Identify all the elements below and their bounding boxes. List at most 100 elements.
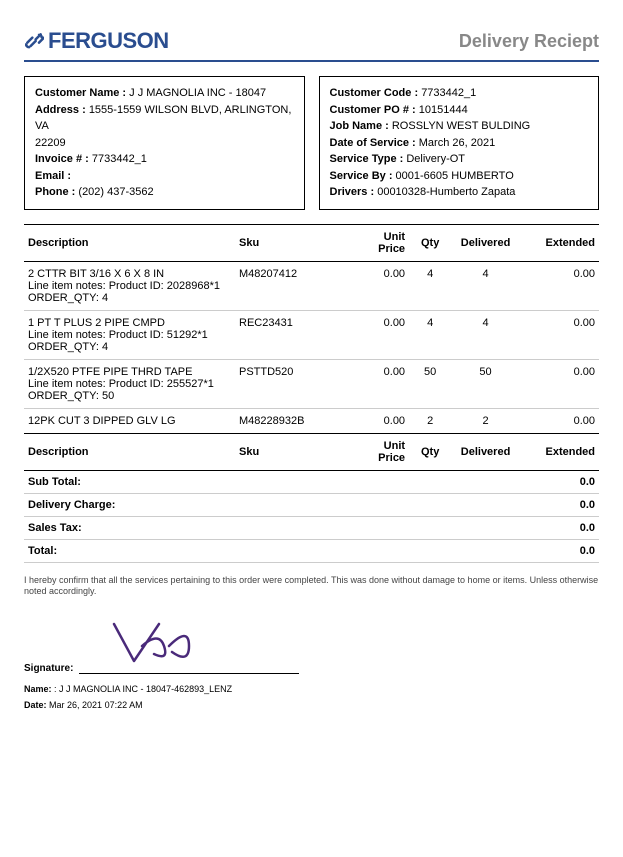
cell-sku: M48207412 bbox=[235, 261, 351, 310]
confirm-text: I hereby confirm that all the services p… bbox=[24, 575, 599, 598]
page-title: Delivery Reciept bbox=[459, 31, 599, 52]
item-desc: 1 PT T PLUS 2 PIPE CMPD bbox=[28, 317, 231, 329]
header-divider bbox=[24, 60, 599, 62]
cell-unit-price: 0.00 bbox=[351, 408, 409, 433]
cust-name: J J MAGNOLIA INC - 18047 bbox=[129, 87, 266, 99]
drivers-value: 00010328-Humberto Zapata bbox=[377, 186, 515, 198]
phone-label: Phone : bbox=[35, 186, 75, 198]
th-extended: Extended bbox=[520, 224, 599, 261]
cell-desc: 12PK CUT 3 DIPPED GLV LG bbox=[24, 408, 235, 433]
item-desc: 2 CTTR BIT 3/16 X 6 X 8 IN bbox=[28, 268, 231, 280]
cell-extended: 0.00 bbox=[520, 408, 599, 433]
tax-value: 0.0 bbox=[520, 516, 599, 539]
item-desc: 12PK CUT 3 DIPPED GLV LG bbox=[28, 415, 231, 427]
th2-unit-price: Unit Price bbox=[351, 433, 409, 470]
cell-unit-price: 0.00 bbox=[351, 261, 409, 310]
cell-qty: 4 bbox=[409, 261, 451, 310]
customer-info-box: Customer Name : J J MAGNOLIA INC - 18047… bbox=[24, 76, 305, 210]
invoice-label: Invoice # : bbox=[35, 153, 89, 165]
cell-desc: 1/2X520 PTFE PIPE THRD TAPELine item not… bbox=[24, 359, 235, 408]
email-label: Email : bbox=[35, 170, 71, 182]
items-header-row: Description Sku Unit Price Qty Delivered… bbox=[24, 224, 599, 261]
cell-qty: 2 bbox=[409, 408, 451, 433]
cell-extended: 0.00 bbox=[520, 359, 599, 408]
sig-date-label: Date: bbox=[24, 700, 47, 710]
subtotal-label: Sub Total: bbox=[24, 470, 520, 493]
total-value: 0.0 bbox=[520, 539, 599, 562]
tax-label: Sales Tax: bbox=[24, 516, 520, 539]
th-qty: Qty bbox=[409, 224, 451, 261]
item-note: Line item notes: Product ID: 51292*1 ORD… bbox=[28, 329, 231, 353]
signature-line bbox=[79, 673, 299, 674]
cell-delivered: 4 bbox=[451, 261, 520, 310]
code-label: Customer Code : bbox=[330, 87, 419, 99]
totals-table: Description Sku Unit Price Qty Delivered… bbox=[24, 433, 599, 563]
cell-extended: 0.00 bbox=[520, 261, 599, 310]
brand-name: FERGUSON bbox=[48, 28, 169, 54]
signature-label: Signature: bbox=[24, 663, 73, 674]
cell-sku: PSTTD520 bbox=[235, 359, 351, 408]
total-row: Total: 0.0 bbox=[24, 539, 599, 562]
table-row: 2 CTTR BIT 3/16 X 6 X 8 INLine item note… bbox=[24, 261, 599, 310]
cell-unit-price: 0.00 bbox=[351, 359, 409, 408]
svc-by-value: 0001-6605 HUMBERTO bbox=[396, 170, 514, 182]
code-value: 7733442_1 bbox=[421, 87, 476, 99]
svc-type-value: Delivery-OT bbox=[406, 153, 465, 165]
sig-name-label: Name: bbox=[24, 684, 52, 694]
phone-value: (202) 437-3562 bbox=[78, 186, 153, 198]
cell-delivered: 2 bbox=[451, 408, 520, 433]
totals-header-row: Description Sku Unit Price Qty Delivered… bbox=[24, 433, 599, 470]
cust-name-label: Customer Name : bbox=[35, 87, 126, 99]
delivery-value: 0.0 bbox=[520, 493, 599, 516]
th-desc: Description bbox=[24, 224, 235, 261]
items-table: Description Sku Unit Price Qty Delivered… bbox=[24, 224, 599, 433]
item-note: Line item notes: Product ID: 2028968*1 O… bbox=[28, 280, 231, 304]
th-delivered: Delivered bbox=[451, 224, 520, 261]
cell-delivered: 50 bbox=[451, 359, 520, 408]
cell-extended: 0.00 bbox=[520, 310, 599, 359]
th-sku: Sku bbox=[235, 224, 351, 261]
th-unit-price: Unit Price bbox=[351, 224, 409, 261]
th2-sku: Sku bbox=[235, 433, 351, 470]
subtotal-row: Sub Total: 0.0 bbox=[24, 470, 599, 493]
tax-row: Sales Tax: 0.0 bbox=[24, 516, 599, 539]
th2-delivered: Delivered bbox=[451, 433, 520, 470]
delivery-label: Delivery Charge: bbox=[24, 493, 520, 516]
svc-by-label: Service By : bbox=[330, 170, 393, 182]
cell-delivered: 4 bbox=[451, 310, 520, 359]
table-row: 1/2X520 PTFE PIPE THRD TAPELine item not… bbox=[24, 359, 599, 408]
drivers-label: Drivers : bbox=[330, 186, 375, 198]
link-icon bbox=[24, 31, 44, 51]
cust-address-label: Address : bbox=[35, 104, 86, 116]
table-row: 1 PT T PLUS 2 PIPE CMPDLine item notes: … bbox=[24, 310, 599, 359]
th2-qty: Qty bbox=[409, 433, 451, 470]
po-value: 10151444 bbox=[419, 104, 468, 116]
item-desc: 1/2X520 PTFE PIPE THRD TAPE bbox=[28, 366, 231, 378]
table-row: 12PK CUT 3 DIPPED GLV LGM48228932B0.0022… bbox=[24, 408, 599, 433]
cell-sku: M48228932B bbox=[235, 408, 351, 433]
total-label: Total: bbox=[24, 539, 520, 562]
sig-name-value: : J J MAGNOLIA INC - 18047-462893_LENZ bbox=[54, 684, 232, 694]
th2-desc: Description bbox=[24, 433, 235, 470]
th2-extended: Extended bbox=[520, 433, 599, 470]
subtotal-value: 0.0 bbox=[520, 470, 599, 493]
cell-qty: 50 bbox=[409, 359, 451, 408]
item-note: Line item notes: Product ID: 255527*1 OR… bbox=[28, 378, 231, 402]
sig-date-value: Mar 26, 2021 07:22 AM bbox=[49, 700, 143, 710]
brand-logo: FERGUSON bbox=[24, 28, 169, 54]
invoice-number: 7733442_1 bbox=[92, 153, 147, 165]
svc-type-label: Service Type : bbox=[330, 153, 404, 165]
cell-sku: REC23431 bbox=[235, 310, 351, 359]
cell-unit-price: 0.00 bbox=[351, 310, 409, 359]
cell-desc: 2 CTTR BIT 3/16 X 6 X 8 INLine item note… bbox=[24, 261, 235, 310]
job-value: ROSSLYN WEST BULDING bbox=[392, 120, 530, 132]
svc-date-value: March 26, 2021 bbox=[419, 137, 495, 149]
job-label: Job Name : bbox=[330, 120, 389, 132]
cell-qty: 4 bbox=[409, 310, 451, 359]
service-info-box: Customer Code : 7733442_1 Customer PO # … bbox=[319, 76, 600, 210]
delivery-row: Delivery Charge: 0.0 bbox=[24, 493, 599, 516]
signature-image bbox=[104, 616, 599, 669]
svc-date-label: Date of Service : bbox=[330, 137, 416, 149]
po-label: Customer PO # : bbox=[330, 104, 416, 116]
cell-desc: 1 PT T PLUS 2 PIPE CMPDLine item notes: … bbox=[24, 310, 235, 359]
